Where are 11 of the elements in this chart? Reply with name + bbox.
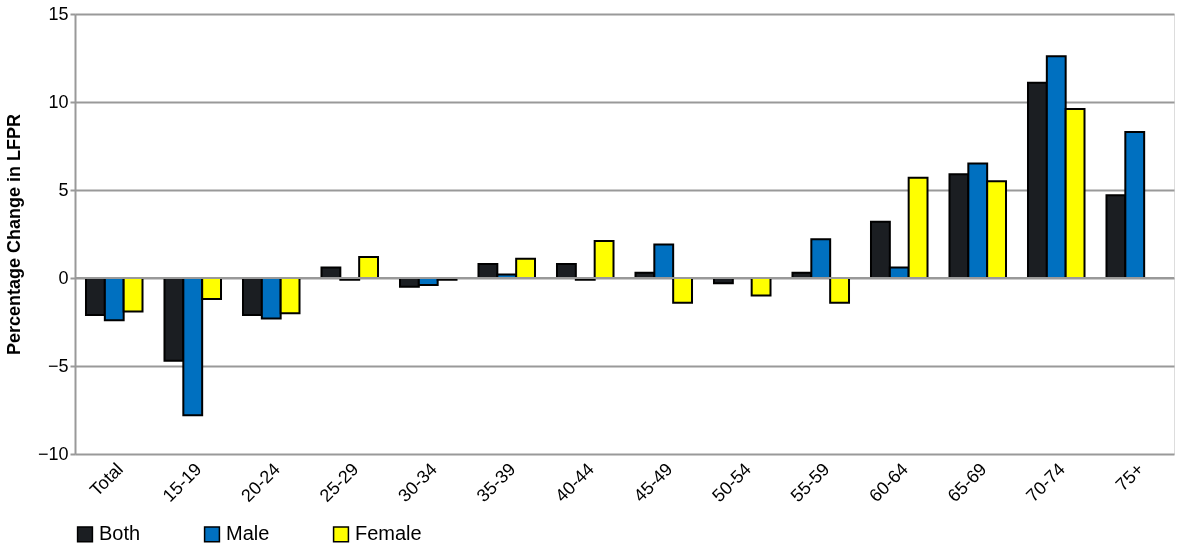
- y-tick-label: −5: [47, 355, 69, 376]
- y-tick-label: 10: [48, 91, 69, 112]
- legend-label: Male: [226, 522, 270, 545]
- legend-label: Female: [355, 522, 422, 545]
- x-tick-label: 75+: [1111, 459, 1148, 495]
- y-tick-label: 15: [48, 3, 69, 24]
- y-tick-label: 5: [58, 179, 69, 200]
- y-tick-label: −10: [37, 443, 69, 464]
- legend-label: Both: [99, 522, 141, 545]
- y-axis-title: Percentage Change in LFPR: [3, 113, 24, 356]
- y-tick-label: 0: [58, 267, 69, 288]
